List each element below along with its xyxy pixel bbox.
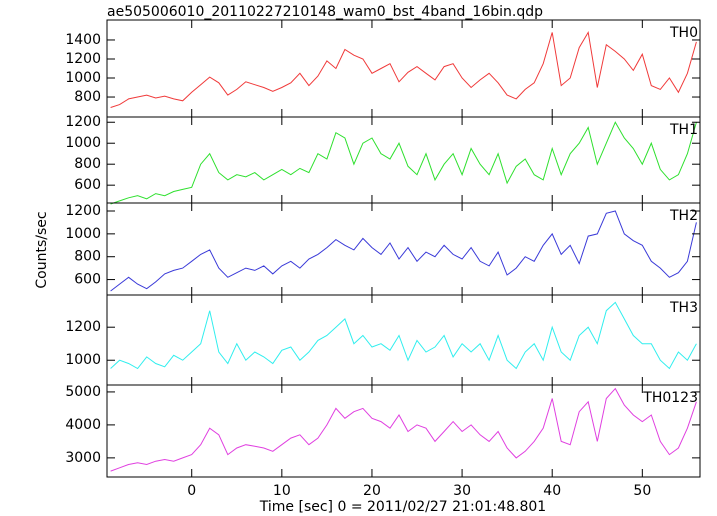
y-tick-label: 1200 [65, 203, 101, 219]
light-curve [110, 210, 697, 292]
y-tick-label: 600 [74, 272, 101, 288]
light-curve [110, 121, 697, 205]
y-tick-label: 1000 [65, 70, 101, 86]
y-tick-label: 1000 [65, 135, 101, 151]
y-tick-label: 800 [74, 249, 101, 265]
light-curve [110, 30, 697, 108]
y-tick-label: 600 [74, 177, 101, 193]
x-tick-label: 40 [543, 483, 561, 499]
panel-label: TH0 [669, 25, 698, 41]
panel-label: TH2 [669, 208, 698, 224]
light-curve [110, 301, 697, 370]
panel-frame [106, 202, 701, 296]
x-tick-label: 50 [633, 483, 651, 499]
y-tick-label: 1200 [65, 114, 101, 130]
y-tick-label: 5000 [65, 384, 101, 400]
x-tick-label: 0 [187, 483, 196, 499]
y-tick-label: 1000 [65, 352, 101, 368]
panel-frame [106, 294, 701, 386]
y-tick-label: 1000 [65, 226, 101, 242]
y-tick-label: 4000 [65, 417, 101, 433]
light-curve [110, 387, 697, 472]
y-tick-label: 1200 [65, 51, 101, 67]
y-axis-label: Counts/sec [34, 211, 50, 288]
y-tick-label: 1400 [65, 32, 101, 48]
y-tick-label: 3000 [65, 450, 101, 466]
y-tick-label: 800 [74, 156, 101, 172]
x-tick-label: 10 [273, 483, 291, 499]
x-tick-label: 30 [453, 483, 471, 499]
chart-title: ae505006010_20110227210148_wam0_bst_4ban… [107, 4, 543, 20]
x-tick-label: 20 [363, 483, 381, 499]
x-axis-label: Time [sec] 0 = 2011/02/27 21:01:48.801 [259, 499, 546, 515]
panel-frame [106, 116, 701, 204]
panel-label: TH3 [669, 300, 698, 316]
panel-label: TH1 [669, 122, 698, 138]
panel-frame [106, 19, 701, 118]
y-tick-label: 1200 [65, 319, 101, 335]
panel-label: TH0123 [642, 390, 698, 406]
panel-frame [106, 384, 701, 478]
y-tick-label: 800 [74, 89, 101, 105]
